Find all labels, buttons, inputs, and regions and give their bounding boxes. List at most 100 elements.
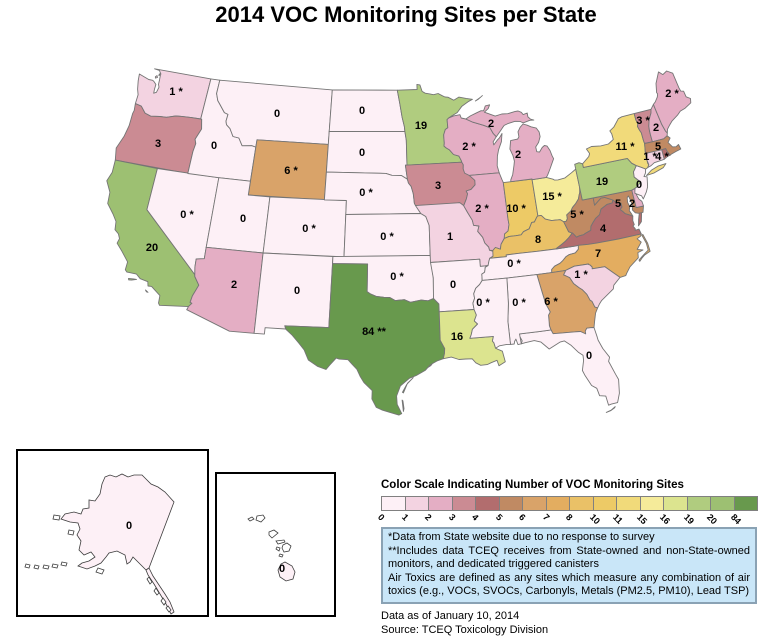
state-label-vt: 3 * [636, 115, 650, 127]
legend-swatch-16 [663, 496, 688, 511]
legend-swatch-10 [592, 496, 617, 511]
state-california[interactable] [106, 159, 200, 308]
state-connecticut[interactable] [644, 149, 665, 168]
alaska-inset-box: 0 [16, 449, 209, 617]
state-new-jersey[interactable] [633, 165, 649, 200]
state-label-wi: 2 * [462, 141, 476, 153]
legend-swatch-2 [428, 496, 453, 511]
state-label-tn: 0 * [507, 258, 521, 270]
footer: Data as of January 10, 2014 Source: TCEQ… [381, 609, 757, 638]
state-label-la: 16 [451, 331, 463, 343]
state-label-or: 3 [155, 138, 161, 150]
state-label-hi: 0 [279, 563, 285, 575]
note-line-2: **Includes data TCEQ receives from State… [388, 544, 750, 571]
state-alaska[interactable] [60, 473, 175, 571]
state-label-pa: 19 [596, 176, 608, 188]
legend-swatch-4 [475, 496, 500, 511]
state-texas[interactable] [284, 263, 446, 416]
state-michigan[interactable] [465, 95, 555, 183]
state-label-ky: 8 [535, 234, 541, 246]
states-group [106, 68, 692, 416]
state-mississippi[interactable] [469, 277, 511, 349]
state-label-ma: 5 [655, 141, 661, 153]
alaska-panhandle[interactable] [145, 567, 175, 615]
state-label-mn: 19 [415, 120, 427, 132]
legend: Color Scale Indicating Number of VOC Mon… [376, 478, 758, 638]
legend-swatch-15 [639, 496, 664, 511]
state-maryland[interactable] [592, 189, 644, 217]
state-label-il: 2 * [475, 203, 489, 215]
state-label-ny: 11 * [616, 141, 636, 153]
state-label-nv: 0 * [180, 209, 194, 221]
state-label-ri: 4 * [655, 151, 669, 163]
state-maine[interactable] [652, 70, 692, 134]
legend-swatch-row [381, 496, 758, 511]
alaska-islands [24, 514, 172, 613]
state-label-ms: 0 * [476, 297, 490, 309]
state-label-wa: 1 * [169, 86, 183, 98]
state-label-ca: 20 [146, 242, 158, 254]
state-label-nm: 0 [294, 285, 300, 297]
state-label-fl: 0 [586, 350, 592, 362]
state-north-dakota[interactable] [328, 89, 406, 133]
legend-swatch-0 [381, 496, 406, 511]
state-label-wv: 5 * [570, 209, 584, 221]
state-label-nd: 0 [359, 105, 365, 117]
state-labels-group: 1 * 3 20 0 * 0 0 6 * 0 0 * 2 0 0 0 0 * 0… [146, 86, 680, 362]
state-label-ct: 1 * [643, 151, 657, 163]
state-label-sc: 1 * [574, 269, 588, 281]
state-label-id: 0 [211, 140, 217, 152]
state-label-ak: 0 [126, 520, 132, 532]
state-label-sd: 0 [359, 147, 365, 159]
legend-swatch-84 [733, 496, 758, 511]
state-label-ga: 6 * [544, 296, 558, 308]
footer-data-as-of: Data as of January 10, 2014 [381, 609, 520, 622]
legend-title: Color Scale Indicating Number of VOC Mon… [381, 479, 684, 491]
footer-source: Source: TCEQ Toxicology Division [381, 624, 549, 636]
state-label-ia: 3 [435, 180, 441, 192]
state-label-me: 2 * [665, 88, 679, 100]
hawaii-map: 0 [247, 514, 296, 582]
state-label-tx: 84 ** [362, 326, 387, 338]
legend-tick-84: 84 [728, 511, 758, 526]
state-label-in: 10 * [506, 203, 526, 215]
legend-swatch-1 [404, 496, 429, 511]
state-label-nh: 2 [653, 122, 659, 134]
legend-swatch-7 [545, 496, 570, 511]
state-label-de: 2 [629, 198, 635, 210]
legend-swatch-8 [569, 496, 594, 511]
legend-swatch-19 [686, 496, 711, 511]
legend-tick-row: 0 1 2 3 4 5 6 7 8 10 11 15 16 19 20 84 [376, 511, 758, 526]
state-label-co: 0 * [302, 223, 316, 235]
state-label-ok: 0 * [390, 271, 404, 283]
legend-swatch-20 [710, 496, 735, 511]
state-label-nc: 7 [595, 248, 601, 260]
legend-swatch-11 [616, 496, 641, 511]
hawaii-inset-box: 0 [215, 472, 336, 617]
legend-swatch-3 [451, 496, 476, 511]
state-label-mi-up: 2 [488, 118, 494, 130]
state-label-mo: 1 [447, 231, 453, 243]
state-hawaii[interactable] [247, 514, 296, 582]
note-line-3: Air Toxics are defined as any sites whic… [388, 571, 750, 598]
state-label-al: 0 * [512, 297, 526, 309]
state-arizona[interactable] [186, 246, 264, 334]
notes-box: *Data from State website due to no respo… [381, 527, 757, 604]
state-label-ks: 0 * [380, 231, 394, 243]
state-label-nj: 0 [636, 179, 642, 191]
state-alabama[interactable] [506, 274, 552, 346]
state-florida[interactable] [518, 327, 620, 413]
state-label-ar: 0 [450, 279, 456, 291]
state-label-az: 2 [231, 279, 237, 291]
state-label-ut: 0 [240, 213, 246, 225]
state-label-md: 5 [615, 198, 621, 210]
legend-tick-label: 0 [375, 512, 387, 523]
state-label-va: 4 [600, 223, 607, 235]
state-label-mi: 2 [515, 149, 521, 161]
state-label-oh: 15 * [542, 191, 562, 203]
state-label-wy: 6 * [284, 165, 298, 177]
page-title: 2014 VOC Monitoring Sites per State [215, 2, 597, 27]
state-label-mt: 0 [274, 108, 280, 120]
us-map: 1 * 3 20 0 * 0 0 6 * 0 0 * 2 0 0 0 0 * 0… [106, 68, 692, 416]
alaska-map: 0 [24, 473, 175, 615]
